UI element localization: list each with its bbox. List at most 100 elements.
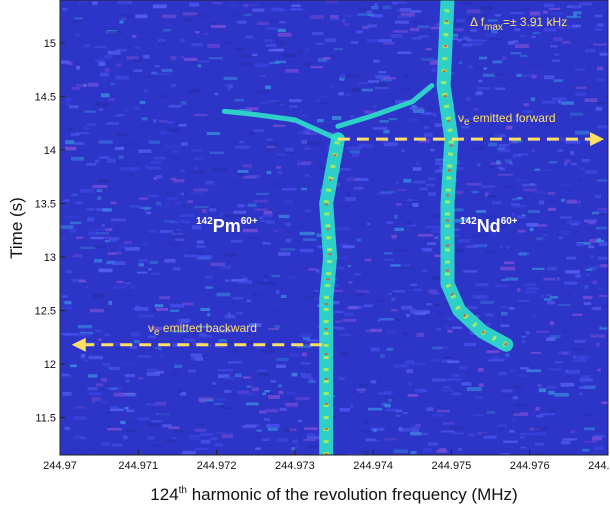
x-axis-title: 124th harmonic of the revolution frequen…: [150, 485, 517, 504]
noise-speckle: [378, 71, 386, 74]
noise-speckle: [361, 88, 373, 92]
noise-speckle: [374, 3, 378, 7]
noise-speckle: [388, 399, 396, 403]
noise-speckle: [66, 103, 71, 106]
noise-speckle: [116, 237, 120, 241]
noise-speckle: [579, 392, 583, 395]
noise-speckle: [558, 236, 563, 240]
noise-speckle: [77, 325, 93, 329]
noise-speckle: [177, 389, 182, 394]
noise-speckle: [501, 389, 513, 393]
noise-speckle: [574, 206, 587, 209]
noise-speckle: [159, 230, 174, 234]
noise-speckle: [257, 21, 269, 25]
noise-speckle: [432, 413, 445, 417]
noise-speckle: [406, 313, 410, 318]
noise-speckle: [129, 205, 140, 208]
noise-speckle: [432, 276, 447, 280]
noise-speckle: [485, 313, 494, 317]
noise-speckle: [265, 220, 275, 224]
noise-speckle: [571, 162, 577, 166]
noise-speckle: [216, 431, 226, 434]
noise-speckle: [517, 252, 530, 255]
noise-speckle: [580, 167, 585, 171]
noise-speckle: [188, 89, 200, 94]
noise-speckle: [595, 226, 608, 230]
forward-annotation: νe emitted forward: [458, 111, 556, 128]
noise-speckle: [246, 299, 251, 303]
noise-speckle: [412, 203, 419, 207]
noise-speckle: [536, 330, 549, 333]
plot-area: [60, 0, 608, 455]
noise-speckle: [171, 234, 187, 238]
delta-f-annotation: Δ fmax=± 3.91 kHz: [470, 15, 567, 33]
noise-speckle: [83, 84, 87, 87]
noise-speckle: [138, 149, 152, 153]
noise-speckle: [557, 26, 565, 29]
noise-speckle: [398, 426, 403, 431]
noise-speckle: [137, 271, 148, 274]
noise-speckle: [264, 390, 271, 393]
noise-speckle: [183, 338, 195, 342]
noise-speckle: [440, 430, 455, 433]
noise-speckle: [81, 329, 85, 332]
noise-speckle: [416, 161, 420, 166]
noise-speckle: [341, 351, 349, 356]
noise-speckle: [70, 19, 82, 23]
noise-speckle: [100, 442, 111, 446]
pm-ion-label: 142Pm60+: [196, 216, 258, 236]
noise-speckle: [356, 30, 364, 34]
noise-speckle: [256, 346, 266, 350]
noise-speckle: [459, 366, 467, 369]
noise-speckle: [219, 404, 225, 408]
noise-speckle: [503, 440, 518, 443]
noise-speckle: [175, 238, 185, 242]
noise-speckle: [405, 360, 415, 365]
noise-speckle: [405, 118, 420, 123]
noise-speckle: [509, 78, 515, 82]
x-tick-label: 244.973: [275, 460, 315, 472]
noise-speckle: [144, 207, 150, 211]
noise-speckle: [487, 350, 501, 354]
noise-speckle: [407, 394, 419, 397]
trace-series-1: [221, 108, 341, 142]
noise-speckle: [151, 308, 158, 312]
noise-speckle: [357, 7, 370, 11]
noise-speckle: [273, 124, 286, 127]
noise-speckle: [101, 93, 110, 98]
noise-speckle: [277, 32, 292, 37]
noise-speckle: [168, 426, 180, 429]
noise-speckle: [398, 427, 412, 432]
noise-speckle: [256, 90, 271, 94]
noise-speckle: [471, 190, 479, 194]
noise-speckle: [394, 20, 409, 24]
noise-speckle: [148, 140, 161, 144]
noise-speckle: [601, 304, 608, 308]
noise-speckle: [278, 384, 282, 388]
noise-speckle: [344, 14, 354, 17]
noise-speckle: [280, 248, 295, 251]
y-tick-label: 13: [44, 252, 56, 264]
noise-speckle: [508, 411, 520, 414]
noise-speckle: [363, 304, 374, 308]
noise-speckle: [461, 382, 472, 386]
noise-speckle: [430, 292, 440, 295]
noise-speckle: [532, 267, 545, 270]
noise-speckle: [116, 133, 127, 137]
noise-speckle: [442, 389, 454, 392]
noise-speckle: [94, 45, 106, 49]
noise-speckle: [303, 336, 310, 341]
noise-speckle: [249, 3, 260, 7]
noise-speckle: [526, 369, 542, 373]
noise-speckle: [382, 41, 395, 45]
noise-speckle: [353, 273, 362, 276]
noise-speckle: [229, 3, 236, 8]
noise-speckle: [487, 195, 496, 198]
noise-speckle: [116, 63, 122, 67]
noise-speckle: [213, 402, 224, 406]
noise-speckle: [510, 12, 525, 15]
noise-speckle: [543, 3, 555, 8]
noise-speckle: [531, 35, 536, 39]
noise-speckle: [550, 296, 558, 299]
noise-speckle: [481, 13, 487, 17]
